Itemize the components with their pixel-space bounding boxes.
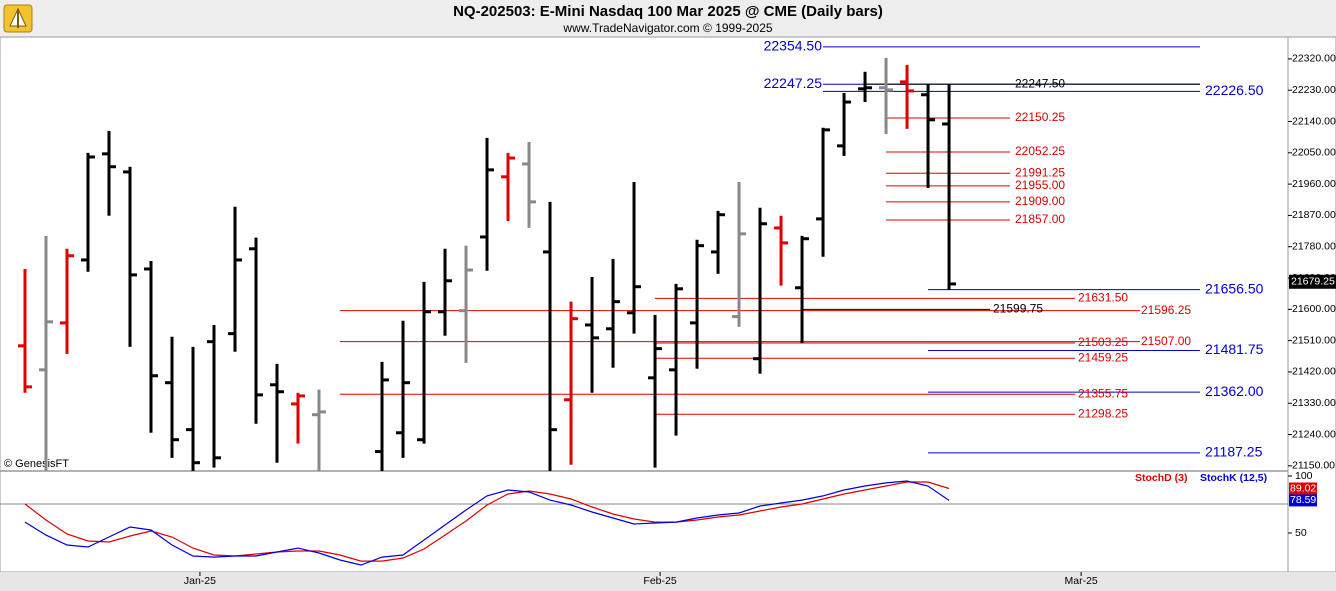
last-price-label: 21679.25 <box>1291 276 1335 288</box>
level-label: 21298.25 <box>1078 406 1128 420</box>
stoch-panel <box>24 480 950 566</box>
x-tick-label: Feb-25 <box>643 575 676 587</box>
last-value-box <box>1289 482 1317 495</box>
logo <box>3 4 33 33</box>
plot-area <box>0 36 1289 573</box>
watermark: © GenesisFT <box>4 458 69 470</box>
level-label: 21909.00 <box>1015 194 1065 208</box>
level-label: 21991.25 <box>1015 165 1065 179</box>
level-label: 21503.25 <box>1078 335 1128 349</box>
level-label: 21459.25 <box>1078 350 1128 364</box>
stoch-line <box>24 480 950 566</box>
level-label: 21599.75 <box>993 302 1043 316</box>
price-panel <box>17 46 1200 471</box>
header-band <box>0 0 1336 37</box>
chart-title: NQ-202503: E-Mini Nasdaq 100 Mar 2025 @ … <box>453 3 883 20</box>
x-tick-label: Jan-25 <box>184 575 216 587</box>
y-tick-label: 21150.00 <box>1292 460 1335 472</box>
level-label: 22247.50 <box>1015 76 1065 90</box>
y-tick-label: 21780.00 <box>1292 240 1336 252</box>
legend-entry: StochD (3) <box>1135 472 1188 484</box>
level-label: 21656.50 <box>1205 280 1264 296</box>
x-tick-label: Mar-25 <box>1065 575 1098 587</box>
y-tick-label: 21510.00 <box>1292 334 1336 346</box>
level-label: 21955.00 <box>1015 178 1065 192</box>
level-label: 21355.75 <box>1078 386 1128 400</box>
last-value-label: 89.02 <box>1290 482 1316 494</box>
y-tick-label: 100 <box>1295 470 1313 482</box>
level-label: 21507.00 <box>1141 334 1191 348</box>
level-label: 21187.25 <box>1205 444 1263 460</box>
y-tick-label: 21420.00 <box>1292 366 1336 378</box>
last-price-box <box>1289 274 1336 289</box>
level-label: 22247.25 <box>764 75 823 91</box>
date-axis-band <box>0 572 1336 591</box>
level-label: 21481.75 <box>1205 341 1264 357</box>
y-tick-label: 22140.00 <box>1292 115 1336 127</box>
y-tick-label: 22320.00 <box>1292 53 1336 65</box>
level-label: 22354.50 <box>764 38 823 54</box>
y-tick-label: 21330.00 <box>1292 397 1336 409</box>
legend-entry: StochK (12,5) <box>1200 472 1267 484</box>
level-label: 22052.25 <box>1015 144 1065 158</box>
y-tick-label: 22230.00 <box>1292 84 1336 96</box>
level-label: 22150.25 <box>1015 110 1065 124</box>
last-value-box <box>1289 494 1317 507</box>
y-tick-label: 21960.00 <box>1292 178 1336 190</box>
level-label: 21631.50 <box>1078 291 1128 305</box>
level-label: 21857.00 <box>1015 212 1065 226</box>
y-tick-label: 21870.00 <box>1292 209 1336 221</box>
y-tick-label: 22050.00 <box>1292 147 1336 159</box>
level-label: 21362.00 <box>1205 383 1264 399</box>
y-tick-label: 21600.00 <box>1292 303 1336 315</box>
level-label: 21596.25 <box>1141 303 1191 317</box>
last-value-label: 78.59 <box>1290 494 1316 506</box>
y-tick-label: 21240.00 <box>1292 428 1336 440</box>
level-label: 22226.50 <box>1205 82 1264 98</box>
chart-subtitle: www.TradeNavigator.com © 1999-2025 <box>562 21 772 35</box>
stoch-line <box>24 481 950 562</box>
y-tick-label: 50 <box>1295 527 1307 539</box>
